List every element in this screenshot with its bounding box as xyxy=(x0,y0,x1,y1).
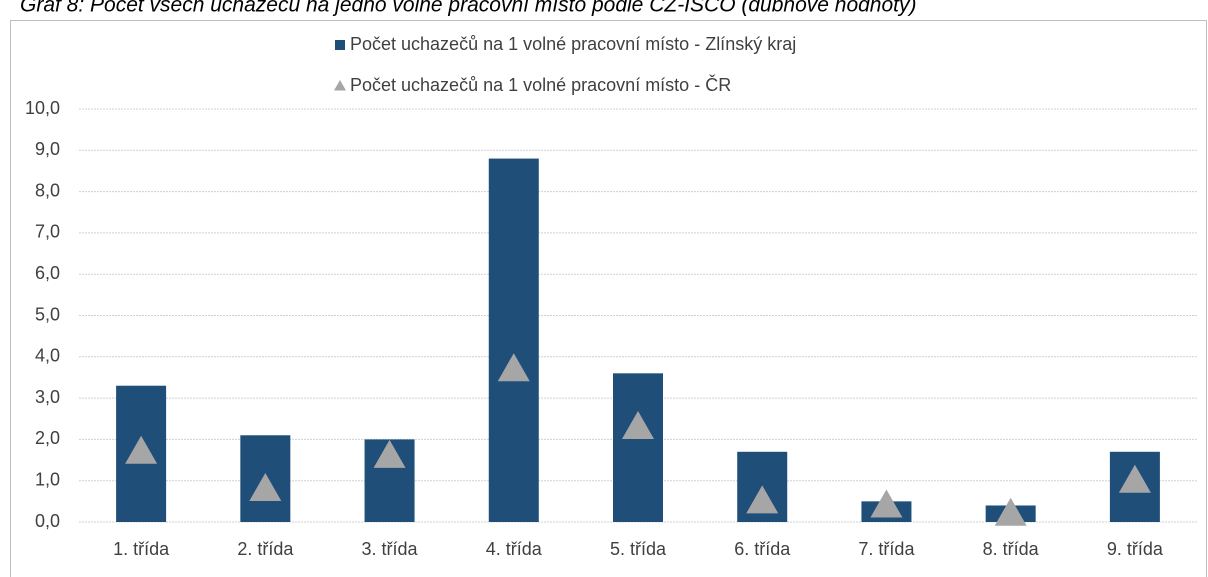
triangle-marker xyxy=(622,411,654,440)
bar xyxy=(613,373,663,522)
x-tick-label: 5. třída xyxy=(610,539,667,559)
y-tick-label: 7,0 xyxy=(35,222,60,242)
y-tick-label: 6,0 xyxy=(35,263,60,283)
y-tick-label: 1,0 xyxy=(35,469,60,489)
triangle-marker xyxy=(1118,464,1151,493)
y-tick-label: 9,0 xyxy=(35,139,60,159)
triangle-marker xyxy=(870,489,903,518)
x-tick-label: 8. třída xyxy=(983,539,1040,559)
x-tick-label: 6. třída xyxy=(734,539,791,559)
triangle-marker xyxy=(497,353,530,382)
triangle-marker xyxy=(249,472,282,501)
x-tick-label: 4. třída xyxy=(486,539,543,559)
x-tick-label: 7. třída xyxy=(858,539,915,559)
chart-border xyxy=(10,20,1207,577)
triangle-marker xyxy=(373,439,406,468)
legend-swatch xyxy=(334,80,346,91)
y-tick-label: 3,0 xyxy=(35,387,60,407)
x-tick-label: 1. třída xyxy=(113,539,170,559)
triangle-marker xyxy=(125,435,158,464)
bar xyxy=(488,158,539,522)
x-tick-label: 3. třída xyxy=(362,539,419,559)
legend-label: Počet uchazečů na 1 volné pracovní místo… xyxy=(350,34,796,54)
legend-swatch xyxy=(335,40,345,50)
x-tick-label: 2. třída xyxy=(237,539,294,559)
x-tick-label: 9. třída xyxy=(1107,539,1164,559)
triangle-marker xyxy=(994,497,1027,526)
y-tick-label: 5,0 xyxy=(35,304,60,324)
y-tick-label: 2,0 xyxy=(35,428,60,448)
chart-title: Graf 8: Počet všech uchazečů na jedno vo… xyxy=(20,0,917,17)
y-tick-label: 0,0 xyxy=(35,511,60,531)
y-tick-label: 10,0 xyxy=(25,98,60,118)
y-tick-label: 4,0 xyxy=(35,346,60,366)
y-tick-label: 8,0 xyxy=(35,180,60,200)
triangle-marker xyxy=(746,485,779,514)
legend-label: Počet uchazečů na 1 volné pracovní místo… xyxy=(350,74,731,95)
